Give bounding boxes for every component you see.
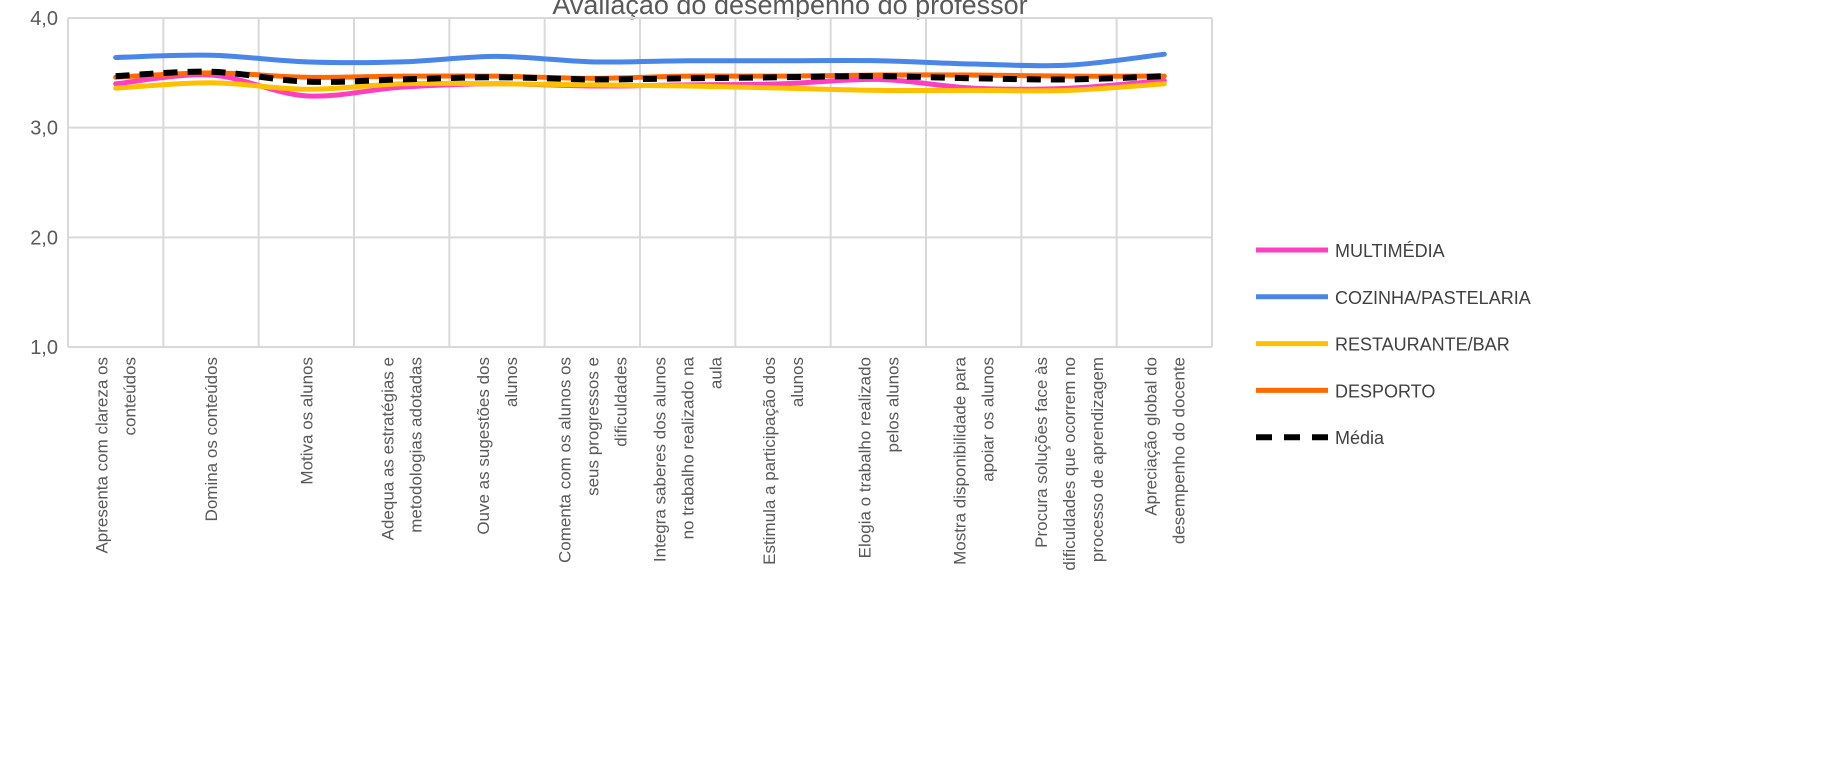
series-line [113,70,1167,81]
x-tick-label: Apresenta com clareza os conteúdos [93,357,140,554]
legend-label: COZINHA/PASTELARIA [1335,288,1531,308]
y-tick-label: 2,0 [30,227,58,249]
series-line [113,51,1167,69]
y-tick-label: 1,0 [30,337,58,359]
legend-label: RESTAURANTE/BAR [1335,335,1510,355]
x-tick-label: Procura soluções face às dificuldades que… [1032,357,1107,571]
series-line [113,80,1167,94]
x-tick-label: Mostra disponibilidade para apoiar os alu… [951,356,998,564]
y-tick-label: 3,0 [30,118,58,140]
x-tick-label: Apreciação global do desempenho do docent… [1141,357,1188,544]
x-tick-label: Domina os conteúdos [202,357,221,521]
x-tick-label: Ouve as sugestões dos alunos [474,357,521,535]
x-tick-label: Comenta com os alunos os seus progressos … [555,357,630,563]
legend-label: Média [1335,428,1385,448]
x-tick-label: Motiva os alunos [297,357,316,485]
legend-label: DESPORTO [1335,381,1435,401]
x-tick-label: Elogia o trabalho realizado pelos alunos [855,357,902,558]
series-line [115,68,1165,85]
legend-label: MULTIMÉDIA [1335,241,1445,261]
x-tick-label: Integra saberes dos alunos no trabalho re… [651,356,726,562]
x-tick-label: Adequa as estratégias e metodologias adot… [379,357,426,540]
x-tick-label: Estimula a participação dos alunos [760,357,807,565]
chart-title: Avaliação do desempenho do professor [552,0,1027,20]
y-tick-label: 4,0 [30,8,58,30]
